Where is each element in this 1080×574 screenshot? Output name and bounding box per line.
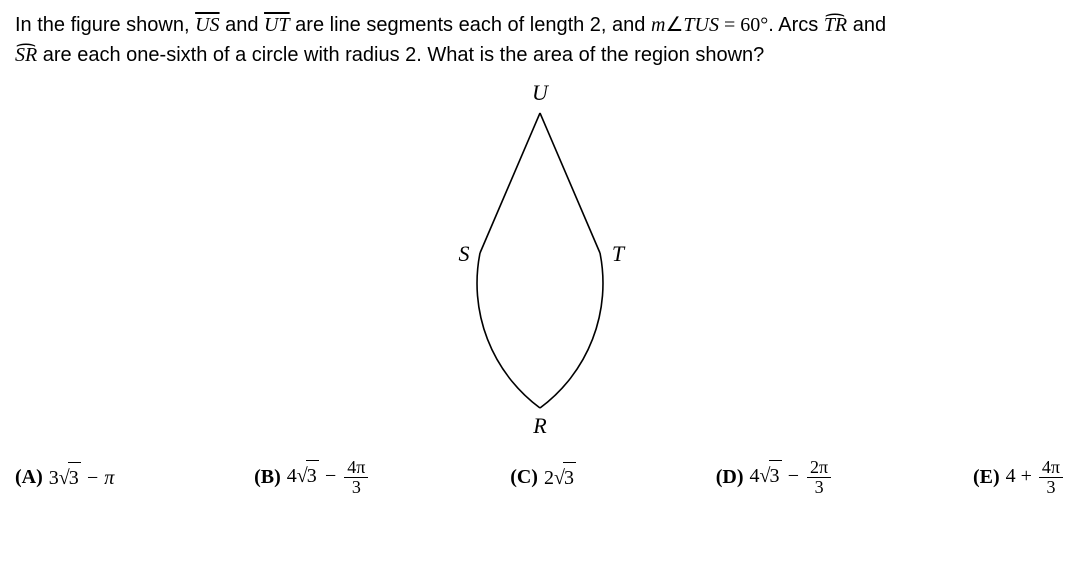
choice-b: (B) 4√3 − 4π3 xyxy=(254,458,370,497)
arc-tr: TR xyxy=(824,10,847,40)
radicand: 3 xyxy=(563,462,576,493)
den: 3 xyxy=(812,478,827,497)
arc-tr-path xyxy=(540,253,603,408)
text: . Arcs xyxy=(768,14,824,36)
sqrt: √3 xyxy=(554,462,576,493)
den: 3 xyxy=(349,478,364,497)
choice-d-label: (D) xyxy=(716,462,744,492)
frac: 4π3 xyxy=(344,458,368,497)
coef: 3 xyxy=(49,467,59,489)
text: and xyxy=(847,14,886,36)
choice-d-expr: 4√3 − 2π3 xyxy=(750,458,834,497)
choice-c: (C) 2√3 xyxy=(510,462,576,493)
frac: 4π3 xyxy=(1039,458,1063,497)
coef: 4 xyxy=(287,465,297,487)
op: − xyxy=(319,465,343,487)
sqrt: √3 xyxy=(760,460,782,491)
choice-c-expr: 2√3 xyxy=(544,462,576,493)
radicand: 3 xyxy=(68,462,81,493)
angle-m: m xyxy=(651,14,665,36)
line-us xyxy=(480,113,540,253)
segment-us: US xyxy=(195,14,219,36)
line-ut xyxy=(540,113,600,253)
choice-e-label: (E) xyxy=(973,462,1000,492)
choice-e-expr: 4 + 4π3 xyxy=(1006,458,1065,497)
text: and xyxy=(220,14,264,36)
lead: 4 + xyxy=(1006,465,1037,487)
choice-e: (E) 4 + 4π3 xyxy=(973,458,1065,497)
problem-statement: In the figure shown, US and UT are line … xyxy=(15,10,1065,70)
radicand: 3 xyxy=(306,460,319,491)
choice-a: (A) 3√3 − π xyxy=(15,462,114,493)
sqrt: √3 xyxy=(59,462,81,493)
arc-sr: SR xyxy=(15,40,37,70)
answer-choices: (A) 3√3 − π (B) 4√3 − 4π3 (C) 2√3 (D) 4√… xyxy=(15,458,1065,497)
text: are line segments each of length 2, and xyxy=(290,14,651,36)
arc-sr-path xyxy=(477,253,540,408)
choice-a-expr: 3√3 − π xyxy=(49,462,115,493)
text: are each one-sixth of a circle with radi… xyxy=(37,44,764,66)
segment-ut: UT xyxy=(264,14,290,36)
label-t: T xyxy=(612,241,626,266)
coef: 2 xyxy=(544,467,554,489)
figure-container: U S T R xyxy=(15,78,1065,438)
choice-c-label: (C) xyxy=(510,462,538,492)
den: 3 xyxy=(1043,478,1058,497)
sqrt: √3 xyxy=(297,460,319,491)
choice-d: (D) 4√3 − 2π3 xyxy=(716,458,833,497)
angle-name: TUS xyxy=(683,14,719,36)
radicand: 3 xyxy=(769,460,782,491)
op: − xyxy=(782,465,806,487)
num: 4π xyxy=(344,458,368,478)
text: In the figure shown, xyxy=(15,14,195,36)
label-s: S xyxy=(459,241,470,266)
num: 2π xyxy=(807,458,831,478)
figure-svg: U S T R xyxy=(420,78,660,438)
choice-b-label: (B) xyxy=(254,462,281,492)
label-r: R xyxy=(532,413,547,438)
choice-b-expr: 4√3 − 4π3 xyxy=(287,458,371,497)
label-u: U xyxy=(532,80,550,105)
angle-symbol: ∠ xyxy=(665,14,683,36)
tail: π xyxy=(104,467,114,489)
op: − xyxy=(81,467,105,489)
choice-a-label: (A) xyxy=(15,462,43,492)
coef: 4 xyxy=(750,465,760,487)
angle-value: = 60° xyxy=(719,14,768,36)
num: 4π xyxy=(1039,458,1063,478)
frac: 2π3 xyxy=(807,458,831,497)
